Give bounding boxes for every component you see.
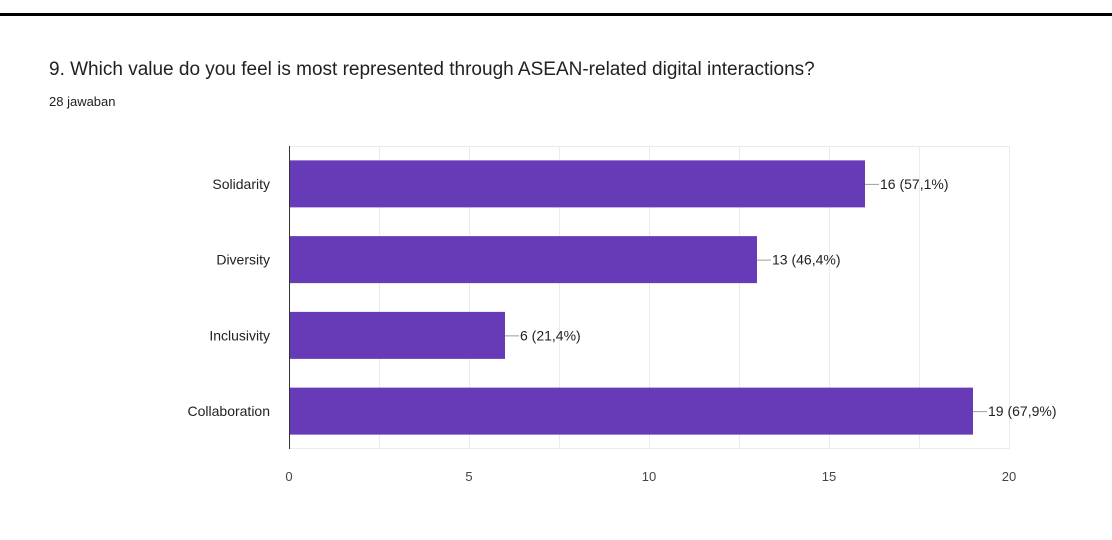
category-label: Collaboration (188, 403, 271, 419)
data-label: 13 (46,4%) (772, 252, 840, 268)
category-label: Diversity (216, 252, 270, 268)
data-label: 16 (57,1%) (880, 176, 948, 192)
x-tick-label: 5 (465, 469, 472, 484)
response-count: 28 jawaban (49, 94, 116, 109)
category-label: Solidarity (212, 176, 270, 192)
bar (289, 387, 973, 435)
bar (289, 160, 865, 208)
bar (289, 236, 757, 284)
data-label: 6 (21,4%) (520, 327, 581, 343)
x-tick-label: 10 (642, 469, 656, 484)
category-label: Inclusivity (209, 327, 270, 343)
bars (289, 160, 973, 435)
x-tick-label: 15 (822, 469, 836, 484)
top-divider (0, 13, 1112, 16)
question-title: 9. Which value do you feel is most repre… (49, 59, 815, 80)
labels: Solidarity 16 (57,1%) Diversity 13 (46,4%) I… (188, 176, 1057, 484)
x-tick-label: 20 (1002, 469, 1016, 484)
x-tick-label: 0 (285, 469, 292, 484)
bar (289, 311, 505, 359)
data-label: 19 (67,9%) (988, 403, 1056, 419)
